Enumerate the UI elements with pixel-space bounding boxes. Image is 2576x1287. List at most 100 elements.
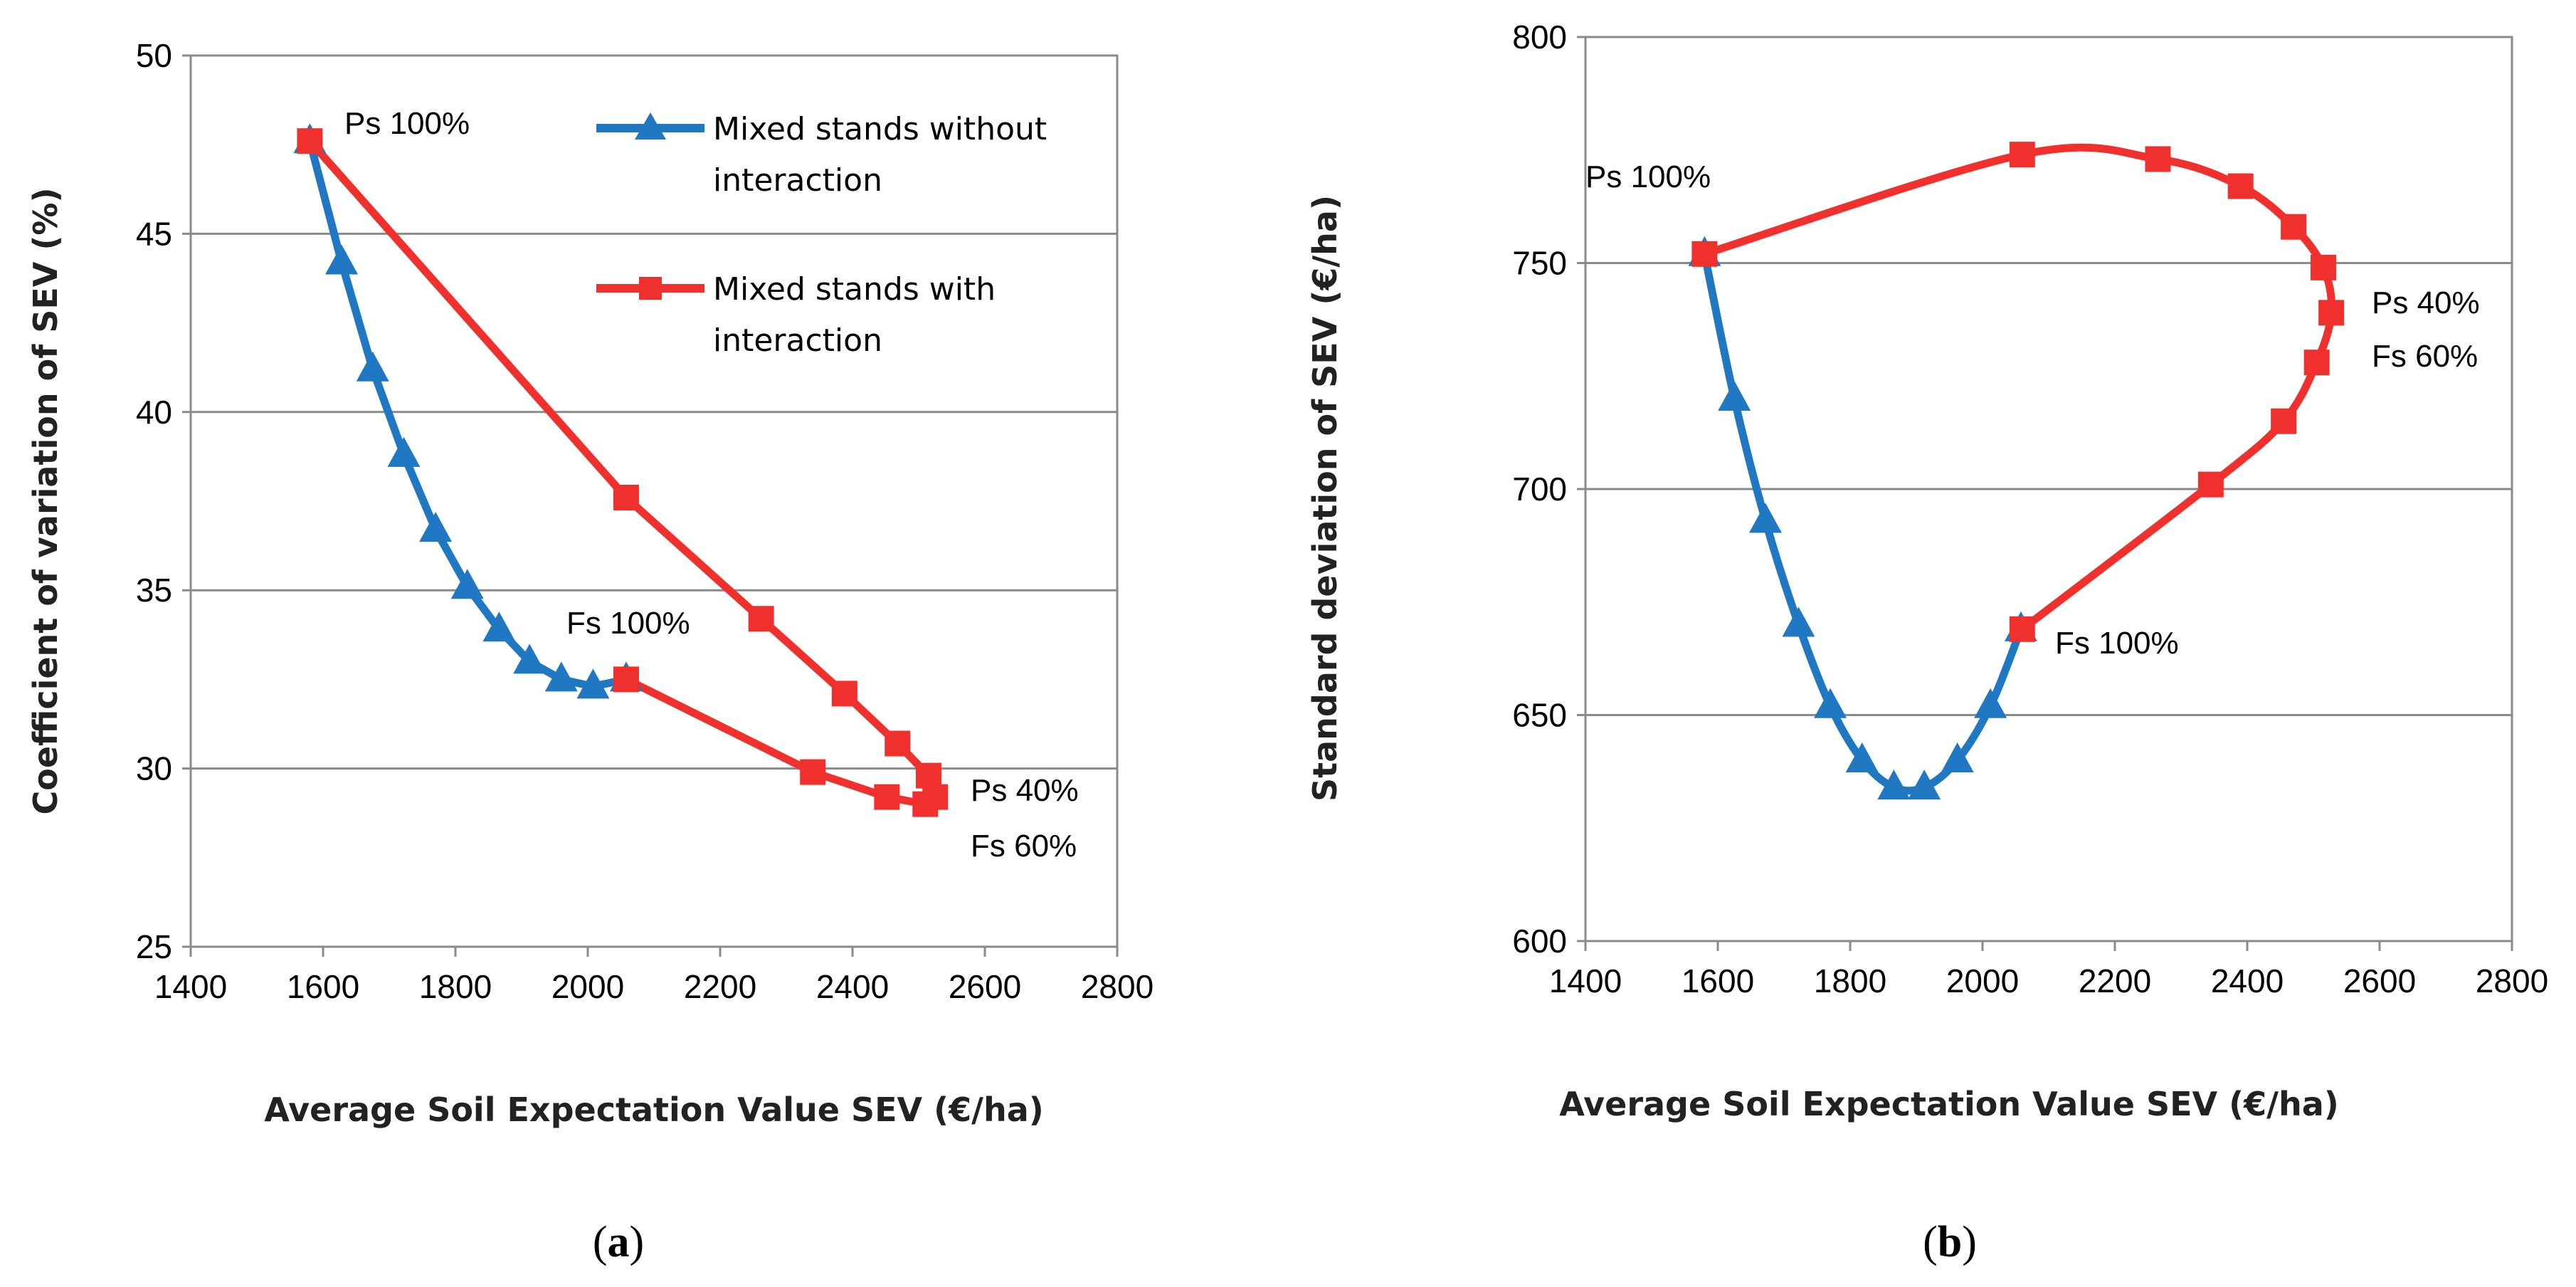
x-tick-label: 2200 (2079, 962, 2151, 999)
x-tick-label: 1800 (419, 968, 492, 1005)
point-triangle (1877, 769, 1911, 800)
point-square (613, 484, 639, 510)
point-triangle (576, 668, 610, 699)
panel-a: 25 30 35 40 45 50 1400 1600 1800 2000 2200 2400 2600… (26, 37, 1154, 1129)
point-triangle (1718, 381, 1751, 411)
annotation-ps40-b: Ps 40% (2372, 285, 2480, 320)
point-triangle (1941, 742, 1974, 772)
point-square (2303, 350, 2330, 376)
point-square (2227, 173, 2254, 199)
series-line-with-interaction (1700, 143, 2335, 634)
x-tick-label: 1600 (287, 968, 359, 1005)
point-square (2281, 214, 2307, 240)
x-tick-label: 2600 (2343, 962, 2416, 999)
panel-b: 600 650 700 750 800 1400 1600 1800 2000 2200 2400 2… (1306, 19, 2548, 1123)
point-triangle (356, 351, 389, 382)
y-tick-label: 700 (1512, 471, 1567, 508)
y-axis-label-a: Coefficient of variation of SEV (%) (26, 187, 65, 814)
x-tick-label: 2800 (2476, 962, 2548, 999)
annotation-fs100-a: Fs 100% (566, 606, 690, 641)
point-triangle (1814, 688, 1847, 718)
x-tick-label: 2400 (2211, 962, 2284, 999)
annotation-ps100-a: Ps 100% (344, 106, 470, 141)
series-a (293, 123, 949, 817)
point-triangle (544, 661, 578, 692)
y-tick-label: 750 (1512, 245, 1567, 282)
y-tick-label: 800 (1512, 19, 1567, 56)
y-tick-label: 40 (136, 394, 172, 431)
annotation-fs60-a: Fs 60% (971, 829, 1077, 863)
annotation-fs100-b: Fs 100% (2055, 626, 2179, 661)
point-square (831, 681, 857, 707)
point-square (2009, 616, 2035, 642)
point-square (2145, 146, 2171, 172)
x-tick-label: 1400 (1549, 962, 1622, 999)
y-tick-label: 30 (136, 750, 172, 787)
y-tick-label: 650 (1512, 697, 1567, 734)
point-triangle (1845, 742, 1879, 772)
x-tick-label: 1600 (1682, 962, 1754, 999)
y-tick-label: 35 (136, 572, 172, 609)
point-square (2009, 142, 2035, 168)
point-triangle (513, 644, 547, 674)
point-square (613, 666, 639, 693)
legend-label-line: Mixed stands without (713, 111, 1047, 147)
point-triangle (482, 611, 516, 642)
point-triangle (325, 244, 359, 275)
x-tick-label: 2800 (1081, 968, 1154, 1005)
point-square (2318, 300, 2345, 326)
series-b (1688, 142, 2345, 800)
point-square (2271, 408, 2297, 434)
y-tick-label: 45 (136, 215, 172, 252)
x-axis-label-b: Average Soil Expectation Value SEV (€/ha… (1559, 1085, 2339, 1123)
point-triangle (1782, 606, 1815, 637)
x-tick-label: 2400 (816, 968, 889, 1005)
legend-label-line: Mixed stands with (713, 271, 996, 308)
legend-marker-square (639, 277, 662, 300)
annotation-ps40-a: Ps 40% (971, 773, 1079, 808)
point-square (297, 128, 323, 154)
legend-label-with-interaction: Mixed stands with interaction (713, 271, 1005, 359)
caption-letter-b: b (1938, 1218, 1962, 1266)
point-square (885, 730, 911, 757)
point-square (2197, 471, 2224, 498)
point-triangle (419, 512, 453, 542)
point-square (748, 606, 774, 632)
ticks-a: 25 30 35 40 45 50 1400 1600 1800 2000 2200 2400 2600… (136, 37, 1154, 1005)
x-tick-label: 2000 (1946, 962, 2019, 999)
x-tick-label: 2600 (949, 968, 1021, 1005)
y-tick-label: 50 (136, 37, 172, 74)
x-tick-label: 2000 (551, 968, 624, 1005)
point-square (912, 791, 939, 817)
legend: Mixed stands without interaction Mixed s… (596, 111, 1057, 359)
x-tick-label: 2200 (684, 968, 756, 1005)
caption-a: (a) (593, 1218, 644, 1266)
plot-area-a (189, 54, 1119, 948)
point-square (874, 784, 900, 810)
series-line-without-interaction (1700, 250, 2025, 795)
point-triangle (387, 436, 421, 467)
x-tick-label: 1800 (1814, 962, 1886, 999)
x-axis-label-a: Average Soil Expectation Value SEV (€/ha… (264, 1091, 1044, 1129)
y-tick-label: 25 (136, 928, 172, 965)
legend-marker-triangle (635, 112, 666, 140)
legend-label-without-interaction: Mixed stands without interaction (713, 111, 1057, 199)
y-axis-label-b: Standard deviation of SEV (€/ha) (1306, 195, 1344, 802)
point-triangle (1908, 769, 1941, 800)
y-tick-label: 600 (1512, 923, 1567, 960)
point-triangle (1748, 503, 1782, 533)
caption-letter-a: a (608, 1218, 630, 1266)
point-triangle (450, 569, 484, 599)
point-square (800, 759, 826, 785)
annotation-ps100-b: Ps 100% (1585, 159, 1711, 194)
point-square (2310, 254, 2336, 280)
point-square (1691, 241, 1718, 267)
point-triangle (1974, 688, 2007, 718)
legend-label-line: interaction (713, 162, 882, 199)
point-square (915, 762, 941, 789)
annotation-fs60-b: Fs 60% (2372, 339, 2478, 374)
ticks-b: 600 650 700 750 800 1400 1600 1800 2000 2200 2400 2… (1512, 19, 2548, 999)
series-line-without-interaction (305, 137, 630, 690)
legend-label-line: interaction (713, 322, 882, 359)
